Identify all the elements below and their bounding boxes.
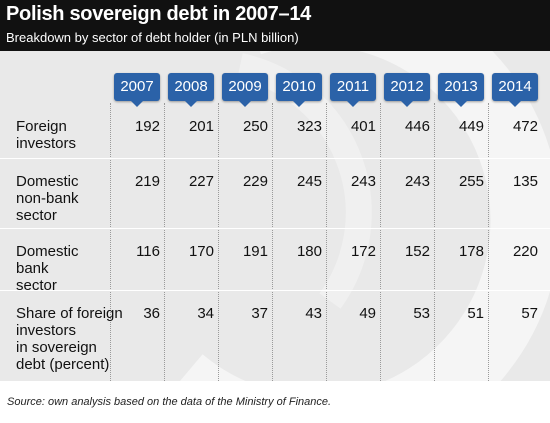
year-header-2014: 2014 (492, 73, 538, 107)
chart-header: Polish sovereign debt in 2007–14 Breakdo… (0, 0, 550, 51)
table-cell: 229 (242, 173, 268, 190)
table-cell: 243 (404, 173, 430, 190)
column-divider (434, 103, 435, 381)
table-cell: 255 (458, 173, 484, 190)
year-header-2008: 2008 (168, 73, 214, 107)
table-cell: 152 (404, 243, 430, 260)
column-divider (380, 103, 381, 381)
row-divider (0, 158, 550, 159)
row-label: Domestic bank sector (16, 243, 79, 294)
table-cell: 227 (188, 173, 214, 190)
table-cell: 34 (197, 305, 214, 322)
column-divider (218, 103, 219, 381)
table-cell: 135 (512, 173, 538, 190)
table-cell: 37 (251, 305, 268, 322)
column-divider (164, 103, 165, 381)
table-cell: 449 (458, 118, 484, 135)
year-header-2010: 2010 (276, 73, 322, 107)
year-header-2009: 2009 (222, 73, 268, 107)
table-cell: 250 (242, 118, 268, 135)
table-cell: 172 (350, 243, 376, 260)
year-header-2013: 2013 (438, 73, 484, 107)
row-label: Domestic non-bank sector (16, 173, 79, 224)
table-cell: 245 (296, 173, 322, 190)
column-divider (110, 103, 111, 381)
table-cell: 36 (143, 305, 160, 322)
table-cell: 170 (188, 243, 214, 260)
table-cell: 180 (296, 243, 322, 260)
year-header-2011: 2011 (330, 73, 376, 107)
row-label: Share of foreign investors in sovereign deb… (16, 305, 123, 373)
table-cell: 401 (350, 118, 376, 135)
row-label: Foreign investors (16, 118, 77, 152)
table-cell: 219 (134, 173, 160, 190)
table-cell: 192 (134, 118, 160, 135)
table-cell: 51 (467, 305, 484, 322)
chart-title: Polish sovereign debt in 2007–14 (6, 3, 311, 25)
table-cell: 201 (188, 118, 214, 135)
table-cell: 446 (404, 118, 430, 135)
table-cell: 57 (521, 305, 538, 322)
table-cell: 220 (512, 243, 538, 260)
table-cell: 49 (359, 305, 376, 322)
row-divider (0, 228, 550, 229)
table-cell: 53 (413, 305, 430, 322)
table-cell: 116 (136, 243, 160, 260)
table-cell: 191 (242, 243, 268, 260)
table-cell: 472 (512, 118, 538, 135)
table-cell: 323 (296, 118, 322, 135)
row-divider (0, 290, 550, 291)
table-cell: 243 (350, 173, 376, 190)
source-note: Source: own analysis based on the data o… (7, 396, 332, 408)
column-divider (488, 103, 489, 381)
column-divider (272, 103, 273, 381)
year-header-2007: 2007 (114, 73, 160, 107)
table-cell: 43 (305, 305, 322, 322)
year-header-2012: 2012 (384, 73, 430, 107)
column-divider (326, 103, 327, 381)
chart-subtitle: Breakdown by sector of debt holder (in P… (6, 30, 299, 45)
table-cell: 178 (458, 243, 484, 260)
footer: Source: own analysis based on the data o… (0, 381, 550, 423)
